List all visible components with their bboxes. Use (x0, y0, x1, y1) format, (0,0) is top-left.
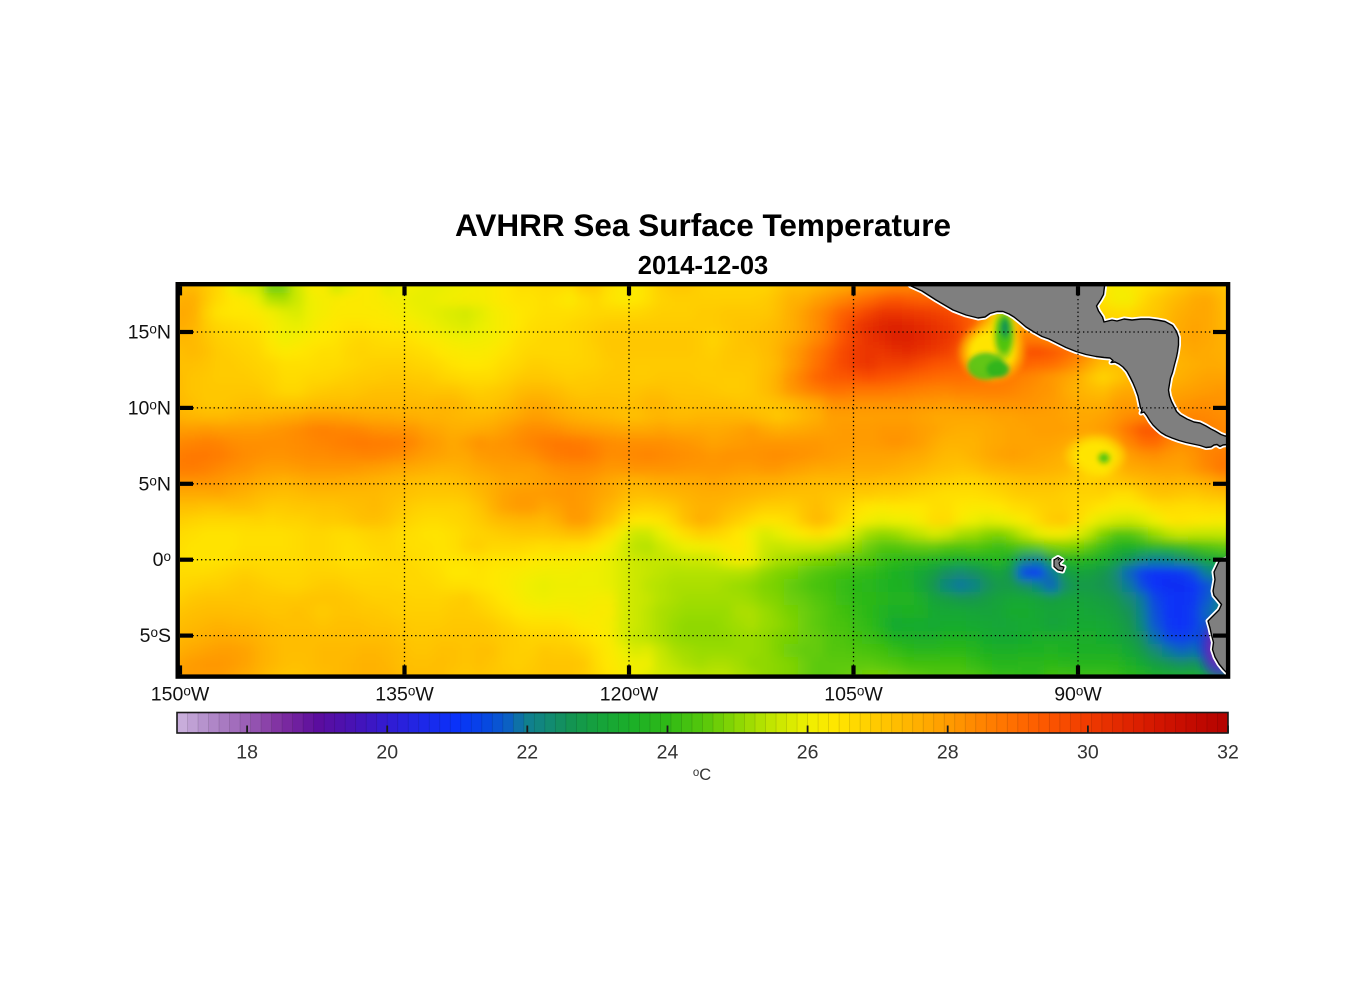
svg-text:105oW: 105oW (824, 683, 883, 705)
svg-text:32: 32 (1217, 742, 1239, 764)
svg-text:5oN: 5oN (139, 473, 171, 495)
svg-text:24: 24 (657, 742, 679, 764)
svg-text:AVHRR Sea Surface Temperature: AVHRR Sea Surface Temperature (455, 207, 951, 243)
svg-text:10oN: 10oN (128, 397, 171, 419)
svg-text:135oW: 135oW (375, 683, 434, 705)
svg-text:120oW: 120oW (600, 683, 659, 705)
svg-text:5oS: 5oS (140, 625, 171, 647)
svg-text:150oW: 150oW (151, 683, 210, 705)
svg-text:28: 28 (937, 742, 959, 764)
svg-text:18: 18 (236, 742, 258, 764)
svg-text:2014-12-03: 2014-12-03 (638, 252, 768, 280)
svg-text:90oW: 90oW (1054, 683, 1102, 705)
svg-text:20: 20 (376, 742, 398, 764)
svg-text:26: 26 (797, 742, 819, 764)
svg-text:15oN: 15oN (128, 321, 171, 343)
svg-text:30: 30 (1077, 742, 1099, 764)
svg-text:22: 22 (516, 742, 538, 764)
